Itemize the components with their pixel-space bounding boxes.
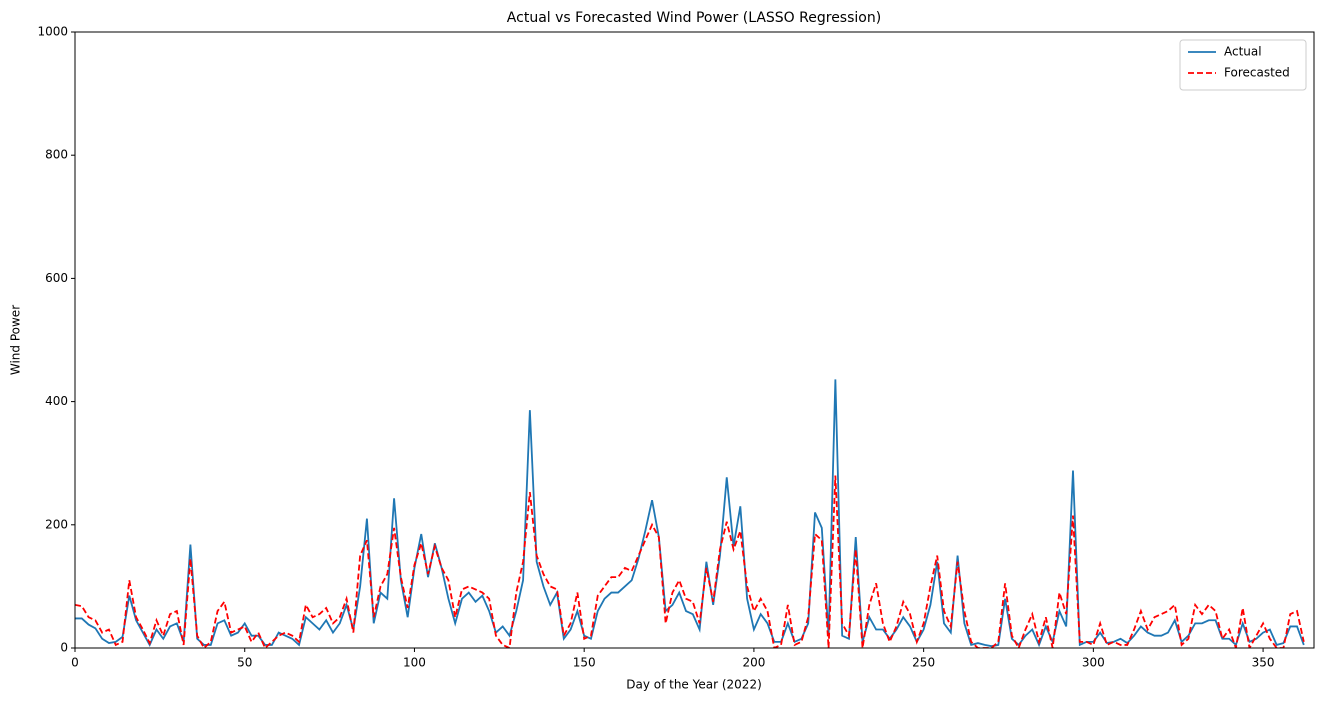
y-tick-label: 400: [45, 394, 68, 408]
x-tick-label: 250: [912, 656, 935, 670]
x-tick-label: 0: [71, 656, 79, 670]
chart-title: Actual vs Forecasted Wind Power (LASSO R…: [507, 10, 881, 26]
y-tick-label: 800: [45, 148, 68, 162]
y-tick-label: 600: [45, 271, 68, 285]
plot-frame: [74, 31, 1315, 649]
x-tick-label: 300: [1082, 656, 1105, 670]
legend-label: Actual: [1224, 45, 1262, 59]
x-tick-label: 350: [1252, 656, 1275, 670]
y-tick-label: 1000: [37, 25, 68, 39]
y-axis-label: Wind Power: [9, 305, 23, 375]
x-tick-label: 200: [742, 656, 765, 670]
x-axis-label: Day of the Year (2022): [626, 678, 762, 692]
x-tick-label: 100: [403, 656, 426, 670]
series-line: [75, 475, 1305, 648]
x-tick-label: 50: [237, 656, 252, 670]
legend-label: Forecasted: [1224, 66, 1290, 80]
y-tick-label: 200: [45, 517, 68, 531]
series-line: [75, 379, 1305, 648]
y-tick-label: 0: [60, 641, 68, 655]
x-tick-label: 150: [573, 656, 596, 670]
legend: Actual Forecasted: [1179, 39, 1307, 91]
